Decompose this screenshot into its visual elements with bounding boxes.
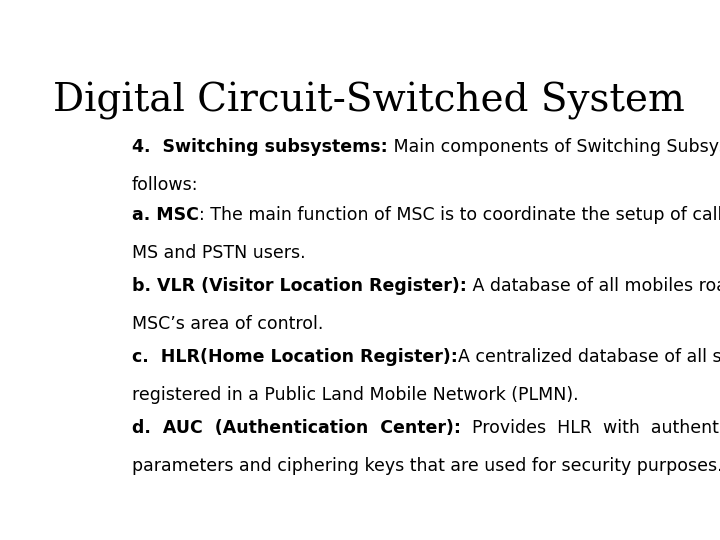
Text: : The main function of MSC is to coordinate the setup of calls between: : The main function of MSC is to coordin… [199, 206, 720, 224]
Text: MSC’s area of control.: MSC’s area of control. [132, 315, 323, 333]
Text: parameters and ciphering keys that are used for security purposes.: parameters and ciphering keys that are u… [132, 457, 720, 475]
Text: MS and PSTN users.: MS and PSTN users. [132, 245, 305, 262]
Text: Main components of Switching Subsystem is as: Main components of Switching Subsystem i… [387, 138, 720, 156]
Text: A database of all mobiles roaming in the: A database of all mobiles roaming in the [467, 277, 720, 295]
Text: b. VLR (Visitor Location Register):: b. VLR (Visitor Location Register): [132, 277, 467, 295]
Text: follows:: follows: [132, 176, 198, 194]
Text: A centralized database of all subscribers: A centralized database of all subscriber… [458, 348, 720, 366]
Text: c.  HLR(Home Location Register):: c. HLR(Home Location Register): [132, 348, 458, 366]
Text: Provides  HLR  with  authentication: Provides HLR with authentication [461, 419, 720, 437]
Text: a. MSC: a. MSC [132, 206, 199, 224]
Text: 4.  Switching subsystems:: 4. Switching subsystems: [132, 138, 387, 156]
Text: Digital Circuit-Switched System: Digital Circuit-Switched System [53, 82, 685, 120]
Text: d.  AUC  (Authentication  Center):: d. AUC (Authentication Center): [132, 419, 461, 437]
Text: registered in a Public Land Mobile Network (PLMN).: registered in a Public Land Mobile Netwo… [132, 386, 578, 404]
